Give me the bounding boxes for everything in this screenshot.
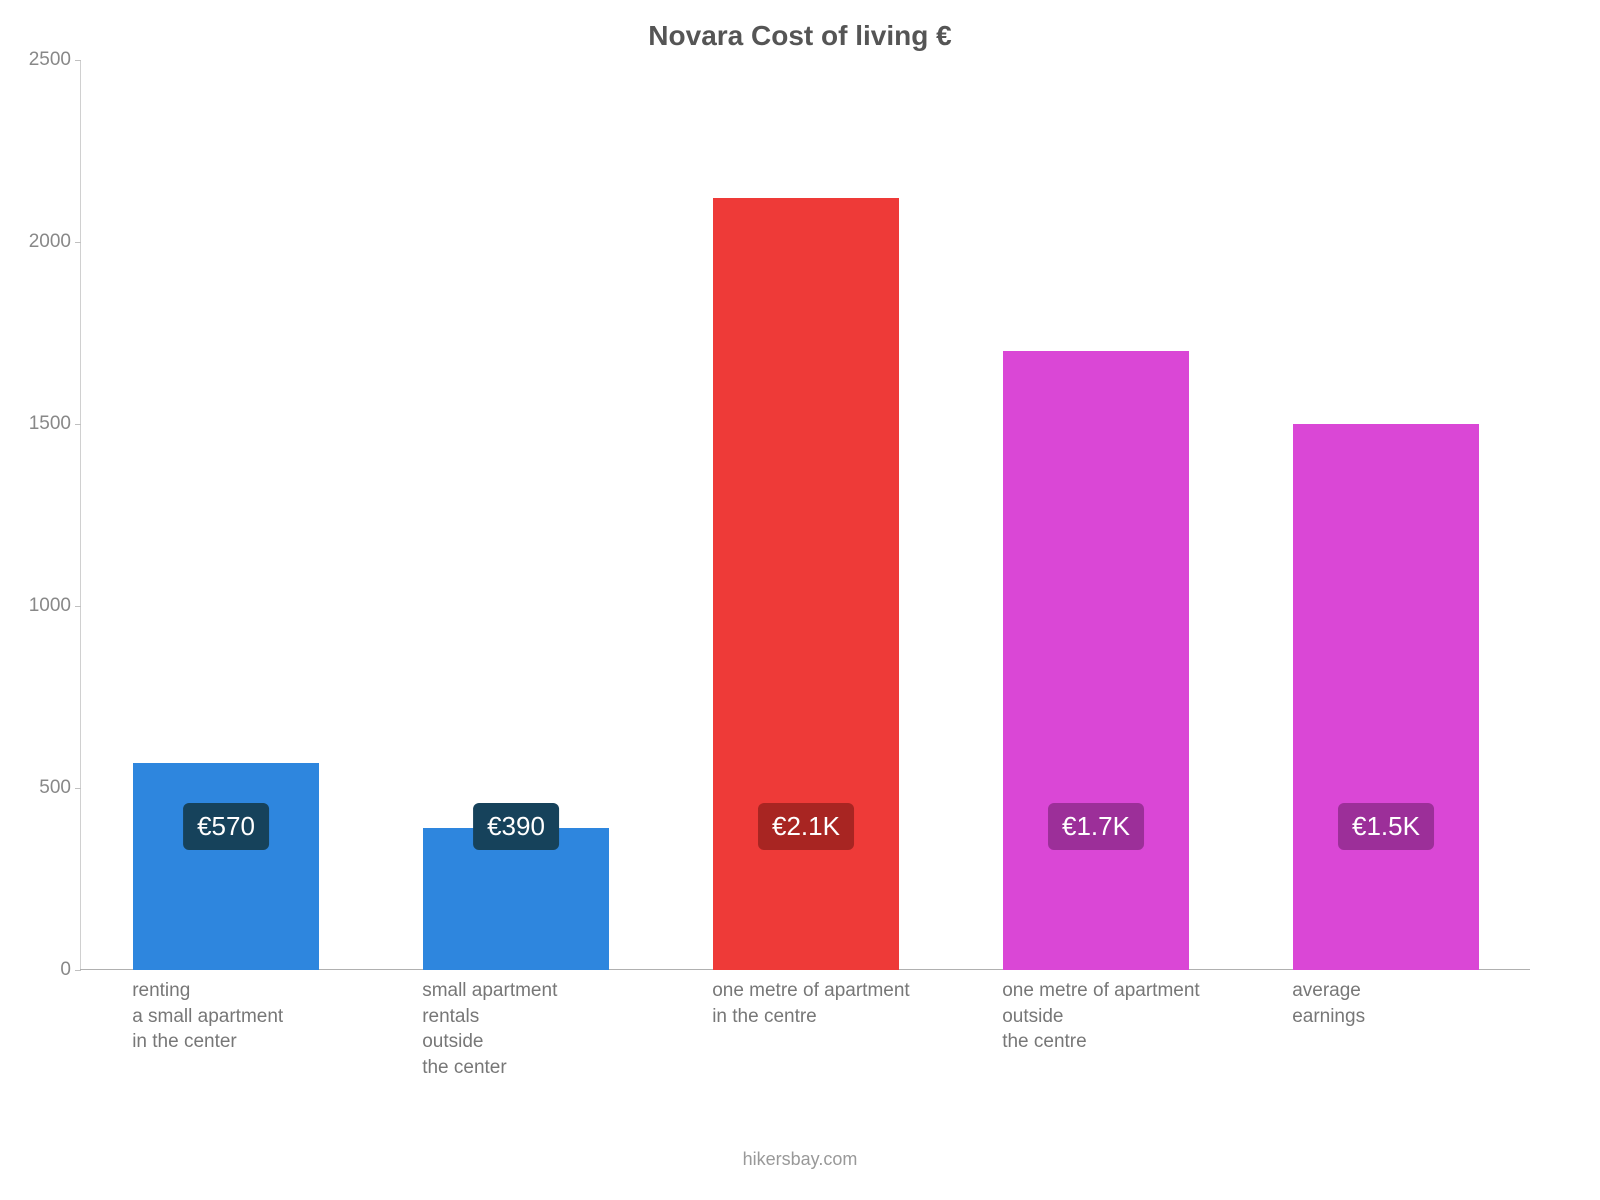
- y-tick-label: 0: [11, 959, 71, 981]
- value-badge: €1.7K: [1048, 803, 1144, 850]
- x-tick-label: one metre of apartment outside the centr…: [1002, 978, 1292, 1055]
- plot-area: 05001000150020002500 €570€390€2.1K€1.7K€…: [80, 60, 1530, 970]
- chart-title: Novara Cost of living €: [0, 20, 1600, 52]
- y-tick-mark: [75, 970, 81, 971]
- value-badge: €2.1K: [758, 803, 854, 850]
- bar: €1.5K: [1293, 424, 1479, 970]
- bars-group: €570 €390 €2.1K €1.7K €1.5K: [81, 60, 1530, 970]
- attribution-text: hikersbay.com: [0, 1149, 1600, 1170]
- x-tick-label: renting a small apartment in the center: [132, 978, 422, 1055]
- value-badge: €390: [473, 803, 559, 850]
- x-tick-label: small apartment rentals outside the cent…: [422, 978, 712, 1081]
- y-tick-label: 2500: [11, 49, 71, 71]
- value-badge: €1.5K: [1338, 803, 1434, 850]
- x-tick-label: one metre of apartment in the centre: [712, 978, 1002, 1029]
- chart-container: Novara Cost of living € 0 500 1000 1500 2000…: [0, 0, 1600, 1200]
- bar: €390: [423, 828, 609, 970]
- y-tick-label: 2000: [11, 231, 71, 253]
- y-tick-label: 500: [11, 777, 71, 799]
- bar: €570: [133, 763, 319, 970]
- value-badge: €570: [183, 803, 269, 850]
- bar: €2.1K: [713, 198, 899, 970]
- x-tick-label: average earnings: [1292, 978, 1582, 1029]
- y-tick-label: 1500: [11, 413, 71, 435]
- y-tick-label: 1000: [11, 595, 71, 617]
- bar: €1.7K: [1003, 351, 1189, 970]
